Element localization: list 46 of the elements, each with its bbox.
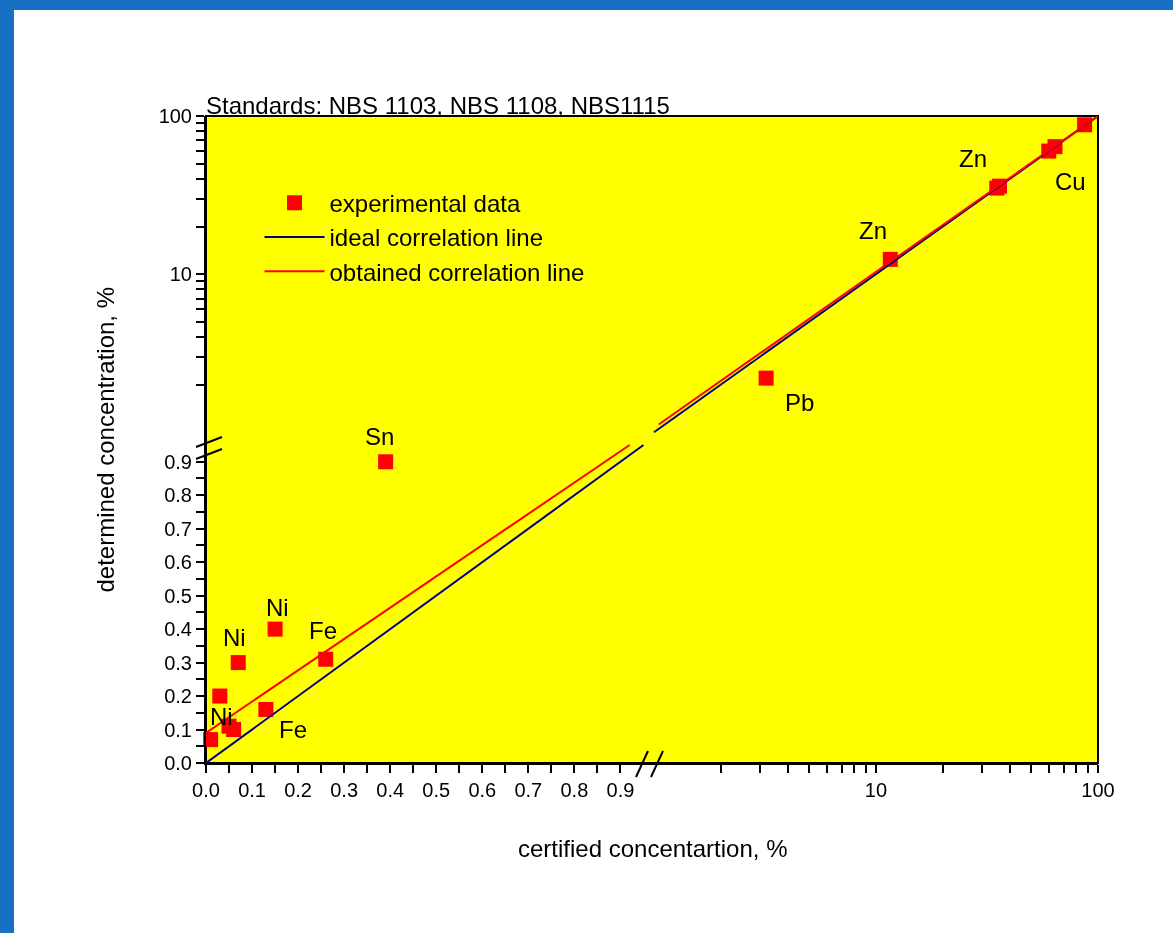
- annotation: Zn: [859, 217, 888, 244]
- x-tick-label: 0.1: [238, 779, 266, 801]
- y-tick-label: 0.3: [164, 651, 192, 674]
- y-tick-label: 10: [169, 263, 192, 286]
- x-tick-label: 0.6: [468, 779, 497, 801]
- chart-title: Standards: NBS 1103, NBS 1108, NBS1115: [206, 92, 670, 119]
- x-tick-label: 0.0: [192, 779, 220, 801]
- x-tick-label: 0.4: [376, 779, 405, 801]
- annotation: Fe: [309, 617, 338, 644]
- legend-label: experimental data: [329, 190, 521, 218]
- annotation: Ni: [266, 594, 289, 621]
- point: [378, 454, 394, 470]
- annotation: Pb: [785, 389, 815, 416]
- y-tick-label: 0.7: [164, 517, 192, 540]
- annotation: Zn: [959, 145, 988, 172]
- point: [267, 621, 283, 637]
- point: [318, 651, 334, 667]
- annotation: Ni: [210, 703, 233, 730]
- y-tick-label: 0.4: [164, 618, 192, 641]
- x-tick-label: 0.5: [422, 779, 451, 801]
- legend-label: obtained correlation line: [329, 258, 585, 286]
- annotation: Fe: [279, 716, 308, 743]
- y-tick-label: 0.2: [164, 685, 192, 708]
- x-tick-label: 0.2: [284, 779, 313, 801]
- x-axis-title: certified concentartion, %: [518, 835, 788, 862]
- x-tick-label: 10: [864, 779, 888, 801]
- y-tick-label: 0.9: [164, 450, 192, 473]
- y-tick-label: 0.5: [164, 584, 192, 607]
- x-tick-label: 0.3: [330, 779, 359, 801]
- x-tick-label: 100: [1081, 779, 1115, 801]
- point: [230, 655, 246, 671]
- y-axis-title: determined concentration, %: [91, 286, 119, 593]
- y-tick-label: 100: [158, 105, 192, 127]
- annotation: Sn: [365, 423, 395, 450]
- y-tick-label: 0.6: [164, 551, 192, 574]
- y-tick-label: 0.8: [164, 484, 192, 507]
- annotation: Cu: [1055, 168, 1086, 195]
- x-tick-label: 0.9: [606, 779, 635, 801]
- legend-label: ideal correlation line: [329, 224, 543, 252]
- point: [258, 701, 274, 717]
- x-tick-label: 0.7: [514, 779, 543, 801]
- y-tick-label: 0.1: [164, 718, 192, 741]
- point: [212, 688, 228, 704]
- y-tick-label: 0.0: [164, 752, 192, 774]
- x-tick-label: 0.8: [560, 779, 589, 801]
- annotation: Ni: [223, 624, 246, 651]
